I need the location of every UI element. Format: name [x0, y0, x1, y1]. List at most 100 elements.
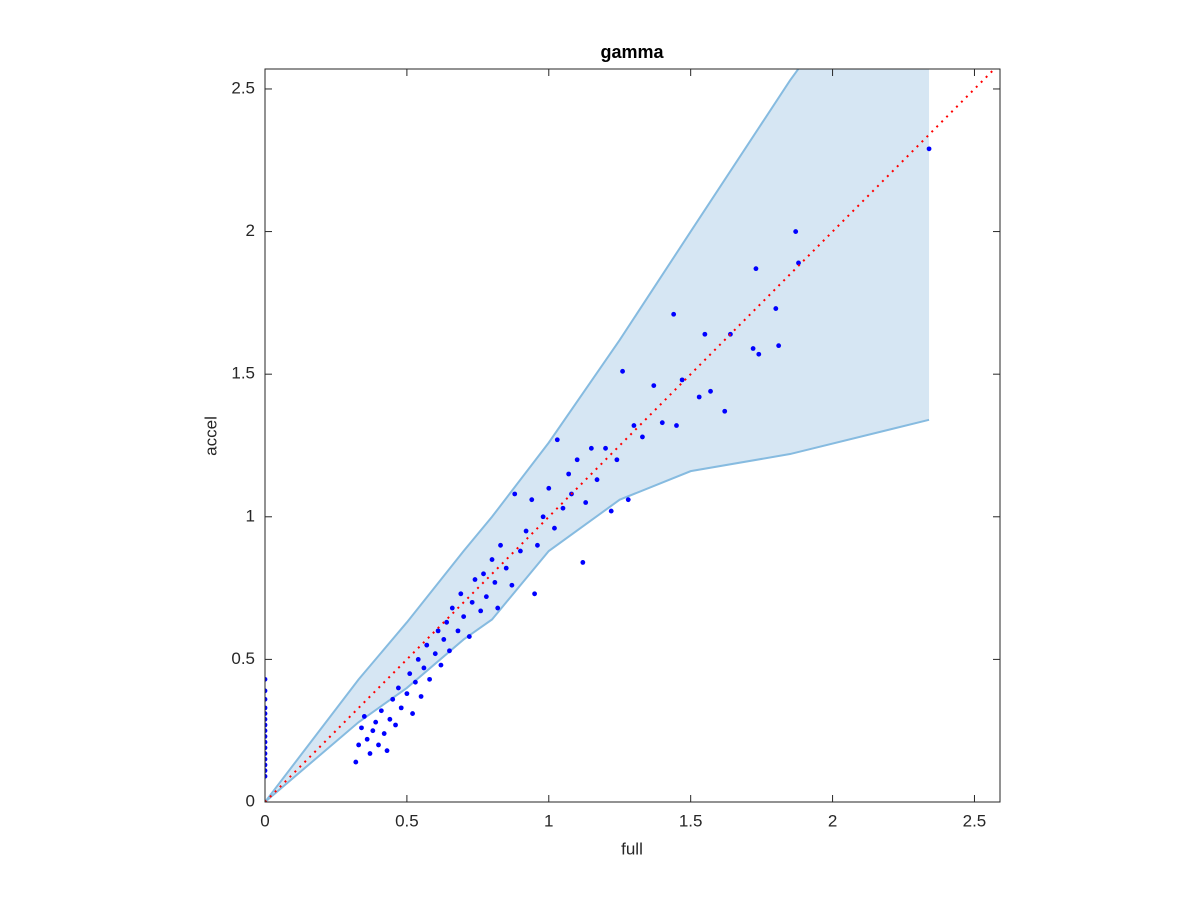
point: [620, 368, 625, 374]
point: [472, 577, 478, 582]
point: [483, 594, 489, 600]
point: [535, 542, 540, 548]
point: [265, 716, 268, 722]
point: [671, 311, 677, 317]
point: [398, 705, 404, 711]
chart-title: gamma: [600, 42, 664, 62]
point: [438, 662, 444, 668]
point: [265, 722, 268, 728]
point: [492, 579, 498, 585]
point: [444, 619, 450, 625]
point: [580, 560, 586, 565]
point: [608, 508, 614, 514]
point: [367, 751, 373, 756]
point: [415, 656, 421, 662]
band-upper-edge: [265, 69, 800, 802]
point: [651, 383, 657, 388]
point: [265, 728, 268, 734]
x-tick-label: 0: [260, 811, 269, 830]
point: [753, 266, 759, 272]
point: [265, 739, 268, 745]
point: [702, 331, 708, 337]
point: [679, 377, 685, 383]
x-tick-label: 2.5: [963, 811, 987, 830]
point: [424, 642, 430, 648]
point: [750, 346, 756, 351]
point: [529, 497, 535, 503]
axes: 0 0.5 1 1.5 2 2.5 0 0.5 1 1.5 2 2.5: [231, 68, 1001, 830]
point: [373, 719, 379, 725]
point: [404, 691, 410, 697]
point: [458, 591, 464, 597]
y-axis-label: accel: [201, 416, 220, 456]
point: [603, 445, 608, 451]
point: [395, 685, 401, 691]
point: [455, 628, 461, 634]
point: [418, 694, 424, 699]
x-tick-label: 2: [828, 811, 837, 830]
point: [265, 705, 268, 711]
point: [776, 343, 782, 349]
point: [625, 497, 631, 503]
point: [447, 648, 452, 654]
point: [356, 742, 362, 748]
point: [640, 434, 645, 440]
point: [353, 759, 359, 765]
y-tick-label: 1: [246, 506, 255, 525]
point: [495, 605, 501, 611]
point: [393, 722, 398, 728]
point: [441, 637, 447, 642]
point: [566, 471, 572, 477]
point: [594, 477, 600, 483]
point: [378, 708, 384, 714]
point: [381, 731, 387, 736]
point: [466, 634, 472, 639]
point: [926, 146, 932, 152]
point: [509, 582, 515, 588]
point: [364, 736, 370, 742]
y-tick-label: 0: [246, 791, 255, 810]
point: [588, 445, 594, 451]
point: [532, 591, 537, 597]
point: [631, 423, 637, 428]
band-lower-edge: [265, 418, 930, 802]
point: [512, 491, 518, 497]
point: [554, 437, 560, 443]
point: [793, 229, 799, 234]
point: [390, 696, 396, 702]
point: [574, 457, 580, 463]
point: [469, 599, 475, 605]
point: [265, 688, 268, 694]
point: [432, 651, 438, 657]
point: [796, 260, 801, 266]
point: [361, 714, 367, 719]
point: [546, 485, 552, 491]
point: [722, 408, 728, 414]
point: [478, 608, 484, 614]
point: [265, 762, 268, 768]
point: [265, 751, 268, 756]
point: [387, 716, 393, 722]
point: [421, 665, 427, 671]
point: [359, 725, 364, 731]
point: [370, 728, 376, 734]
point: [376, 742, 381, 748]
point: [518, 548, 523, 554]
point: [265, 734, 268, 739]
x-axis-label: full: [621, 839, 643, 858]
reference-line: [265, 69, 996, 802]
point: [481, 571, 486, 577]
point: [427, 676, 432, 682]
point: [489, 557, 495, 562]
point: [384, 748, 390, 754]
point: [523, 528, 529, 534]
point: [540, 514, 546, 520]
point: [265, 756, 268, 762]
x-tick-label: 0.5: [395, 811, 419, 830]
point: [659, 420, 665, 426]
point: [449, 605, 455, 611]
y-tick-label: 0.5: [231, 649, 255, 668]
point: [560, 505, 566, 511]
point: [265, 696, 268, 702]
